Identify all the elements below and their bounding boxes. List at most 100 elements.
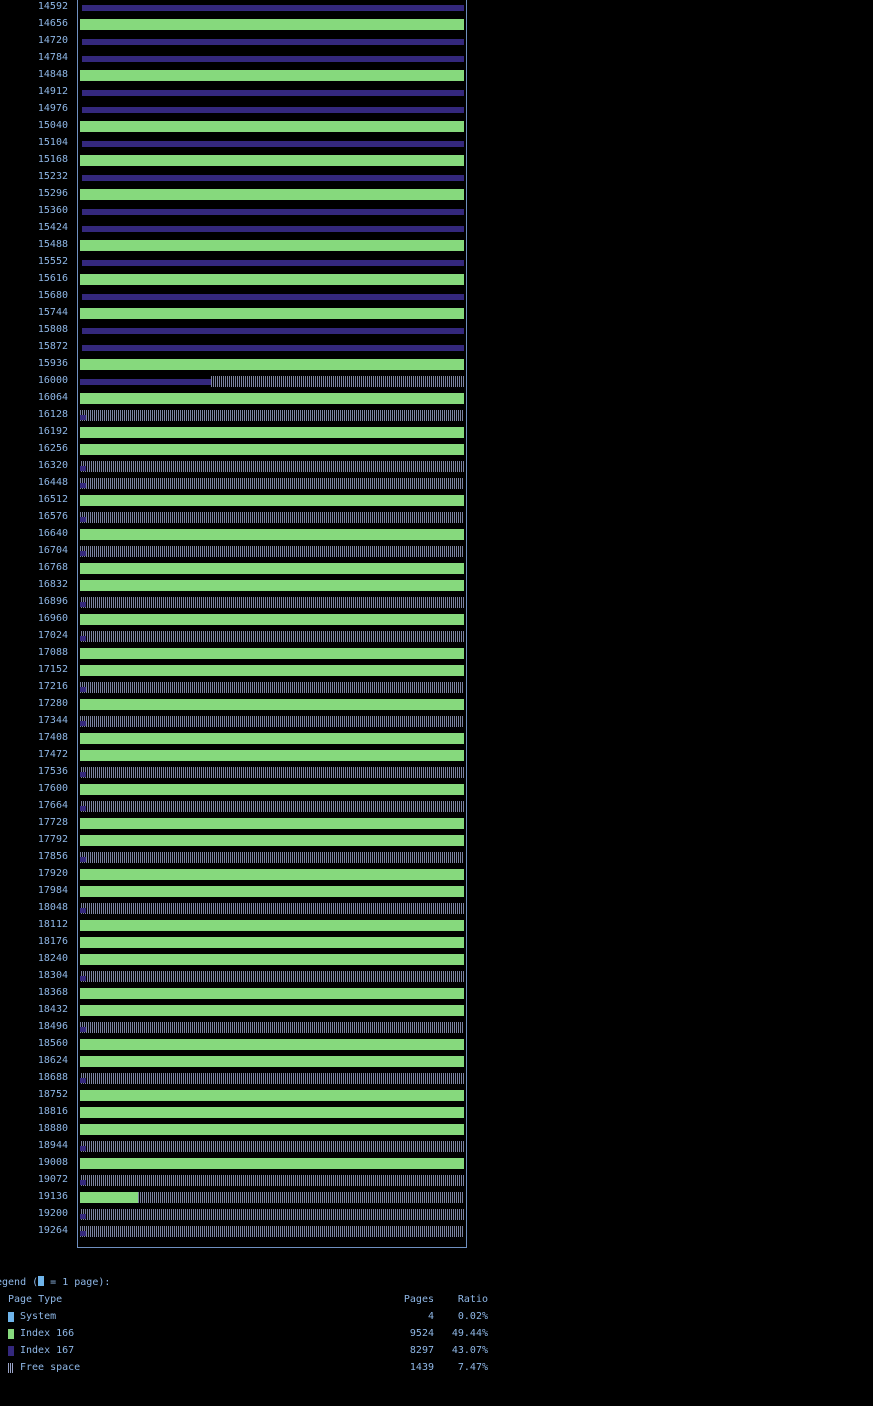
row-bar xyxy=(80,801,464,812)
map-row: 18880 xyxy=(0,1121,470,1138)
row-offset-label: 14720 xyxy=(37,35,68,46)
map-row: 16768 xyxy=(0,560,470,577)
map-row: 16640 xyxy=(0,526,470,543)
row-bar xyxy=(80,342,464,353)
row-bar xyxy=(80,308,464,319)
segment-index-167 xyxy=(80,908,86,913)
segment-free-space xyxy=(211,376,464,387)
row-offset-label: 14656 xyxy=(37,18,68,29)
row-offset-label: 15488 xyxy=(37,239,68,250)
segment-index-167 xyxy=(82,328,464,334)
legend-name: System xyxy=(20,1311,57,1322)
map-row: 15488 xyxy=(0,237,470,254)
segment-index-167 xyxy=(82,294,464,300)
row-offset-label: 15808 xyxy=(37,324,68,335)
segment-index-167 xyxy=(82,345,464,351)
row-bar xyxy=(80,121,464,132)
map-row: 16256 xyxy=(0,441,470,458)
segment-free-space xyxy=(80,597,464,608)
row-offset-label: 17344 xyxy=(37,715,68,726)
row-offset-label: 17536 xyxy=(37,766,68,777)
legend-pages: 1439 xyxy=(409,1362,434,1373)
segment-index-166 xyxy=(80,121,464,132)
segment-free-space xyxy=(80,410,464,421)
row-bar xyxy=(80,172,464,183)
row-offset-label: 15040 xyxy=(37,120,68,131)
row-offset-label: 16320 xyxy=(37,460,68,471)
segment-index-167 xyxy=(82,5,464,11)
row-bar xyxy=(80,206,464,217)
segment-free-space xyxy=(80,478,464,489)
row-offset-label: 15680 xyxy=(37,290,68,301)
row-bar xyxy=(80,291,464,302)
row-bar xyxy=(80,614,464,625)
row-bar xyxy=(80,852,464,863)
segment-index-167 xyxy=(80,415,86,420)
segment-free-space xyxy=(80,716,464,727)
segment-index-167 xyxy=(82,260,464,266)
segment-free-space xyxy=(80,971,464,982)
segment-index-166 xyxy=(80,495,464,506)
map-row: 18688 xyxy=(0,1070,470,1087)
row-bar xyxy=(80,937,464,948)
map-row: 16896 xyxy=(0,594,470,611)
row-bar xyxy=(80,495,464,506)
map-row: 16960 xyxy=(0,611,470,628)
segment-index-167 xyxy=(82,39,464,45)
segment-index-167 xyxy=(82,56,464,62)
map-right-border xyxy=(466,0,467,1248)
segment-index-166 xyxy=(80,1039,464,1050)
map-row: 15680 xyxy=(0,288,470,305)
map-row: 18560 xyxy=(0,1036,470,1053)
segment-free-space xyxy=(80,801,464,812)
row-bar xyxy=(80,1158,464,1169)
segment-index-166 xyxy=(80,19,464,30)
segment-index-166 xyxy=(80,954,464,965)
map-row: 15808 xyxy=(0,322,470,339)
segment-index-166 xyxy=(80,240,464,251)
segment-index-166 xyxy=(80,1090,464,1101)
row-bar xyxy=(80,104,464,115)
row-offset-label: 14592 xyxy=(37,1,68,12)
row-offset-label: 15104 xyxy=(37,137,68,148)
map-row: 14656 xyxy=(0,16,470,33)
row-offset-label: 18176 xyxy=(37,936,68,947)
segment-index-167 xyxy=(82,209,464,215)
map-row: 19200 xyxy=(0,1206,470,1223)
row-bar xyxy=(80,376,464,387)
row-bar xyxy=(80,733,464,744)
segment-index-166 xyxy=(80,70,464,81)
segment-index-167 xyxy=(82,175,464,181)
map-row: 16128 xyxy=(0,407,470,424)
row-offset-label: 14976 xyxy=(37,103,68,114)
row-bar xyxy=(80,138,464,149)
row-offset-label: 14784 xyxy=(37,52,68,63)
legend-row-index-167: Index 167 8297 43.07% xyxy=(0,1342,500,1359)
segment-index-166 xyxy=(80,1124,464,1135)
segment-free-space xyxy=(80,682,464,693)
segment-index-167 xyxy=(80,602,86,607)
map-row: 18496 xyxy=(0,1019,470,1036)
legend-ratio: 49.44% xyxy=(451,1328,488,1339)
segment-index-166 xyxy=(80,886,464,897)
row-bar xyxy=(80,1226,464,1237)
row-offset-label: 16640 xyxy=(37,528,68,539)
map-row: 17600 xyxy=(0,781,470,798)
segment-index-167 xyxy=(80,1231,86,1236)
row-offset-label: 15552 xyxy=(37,256,68,267)
segment-index-166 xyxy=(80,359,464,370)
segment-free-space xyxy=(80,903,464,914)
row-offset-label: 14912 xyxy=(37,86,68,97)
segment-index-167 xyxy=(80,721,86,726)
row-offset-label: 17280 xyxy=(37,698,68,709)
row-bar xyxy=(80,410,464,421)
row-bar xyxy=(80,665,464,676)
map-row: 15232 xyxy=(0,169,470,186)
row-offset-label: 15616 xyxy=(37,273,68,284)
row-offset-label: 18752 xyxy=(37,1089,68,1100)
map-row: 14976 xyxy=(0,101,470,118)
legend-pages: 4 xyxy=(427,1311,434,1322)
map-row: 18304 xyxy=(0,968,470,985)
map-row: 16192 xyxy=(0,424,470,441)
row-bar xyxy=(80,36,464,47)
